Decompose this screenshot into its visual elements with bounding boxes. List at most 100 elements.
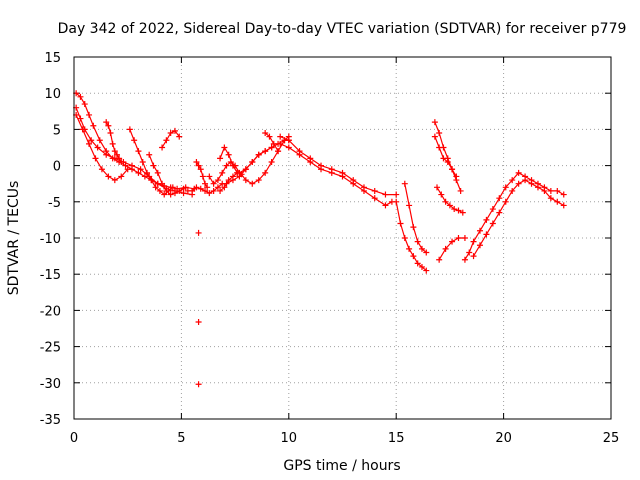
data-point	[502, 184, 509, 191]
data-point	[393, 191, 400, 198]
data-point	[225, 177, 232, 184]
plot-frame	[73, 56, 612, 420]
data-point	[242, 177, 249, 184]
data-point	[202, 180, 209, 187]
data-point	[229, 162, 236, 169]
series-track-9	[193, 158, 211, 191]
series-line	[279, 143, 393, 206]
data-point	[382, 191, 389, 198]
series-track-13	[262, 130, 282, 155]
data-point	[122, 162, 129, 169]
series-track-22	[461, 169, 567, 263]
x-tick-label: 10	[281, 431, 298, 446]
data-point	[255, 177, 262, 184]
data-point	[560, 191, 567, 198]
data-point	[431, 133, 438, 140]
data-point	[270, 140, 277, 147]
data-point	[197, 185, 204, 192]
series-line	[404, 183, 427, 254]
series-outliers	[195, 229, 202, 388]
data-point	[382, 202, 389, 209]
data-point	[438, 191, 445, 198]
data-point	[197, 166, 204, 173]
x-tick-label: 20	[495, 431, 512, 446]
data-point	[436, 130, 443, 137]
y-tick-label: -35	[40, 413, 61, 428]
data-point	[249, 180, 256, 187]
data-point	[214, 177, 221, 184]
data-point	[79, 126, 86, 133]
data-point	[161, 191, 168, 198]
data-point	[229, 173, 236, 180]
y-tick-label: -30	[40, 377, 61, 392]
series-track-7	[159, 127, 183, 151]
data-point	[225, 151, 232, 158]
data-point	[449, 166, 456, 173]
data-point	[461, 235, 468, 241]
data-point	[393, 198, 400, 205]
data-point	[176, 133, 183, 140]
data-point	[221, 144, 228, 151]
data-point	[206, 190, 213, 197]
data-point	[88, 137, 95, 144]
data-point	[111, 148, 118, 155]
data-point	[146, 151, 153, 158]
data-point	[277, 133, 284, 140]
data-point	[350, 180, 357, 187]
y-tick-label: -15	[40, 268, 61, 283]
data-point	[457, 187, 464, 194]
data-point	[423, 267, 430, 274]
data-point	[195, 162, 202, 169]
data-point	[169, 184, 176, 191]
data-point	[451, 206, 458, 213]
data-point	[176, 187, 183, 194]
data-point	[483, 216, 490, 223]
series-track-5	[126, 126, 176, 198]
data-point	[107, 130, 114, 137]
y-tick-label: 5	[53, 123, 61, 138]
series-track-20	[434, 184, 466, 216]
chart-title: Day 342 of 2022, Sidereal Day-to-day VTE…	[58, 21, 627, 37]
x-axis-label: GPS time / hours	[283, 458, 400, 474]
data-point	[285, 144, 292, 151]
data-point	[77, 93, 84, 100]
data-point	[159, 144, 166, 151]
data-point	[414, 260, 421, 267]
data-point	[476, 227, 483, 234]
data-point	[509, 177, 516, 184]
data-point	[515, 169, 522, 176]
series-track-6	[146, 151, 187, 198]
data-point	[397, 220, 404, 227]
data-point	[124, 166, 131, 173]
x-tick-label: 15	[388, 431, 405, 446]
data-point	[436, 256, 443, 263]
data-point	[496, 195, 503, 202]
data-point	[277, 140, 284, 147]
data-point	[275, 148, 282, 155]
data-point	[461, 256, 468, 263]
data-point	[371, 187, 378, 194]
data-point	[180, 185, 187, 192]
data-point	[262, 148, 269, 155]
tick-labels: 0 5 10 15 20 25 -35 -30 -25 -20 -15 -10 -5 0 5 10 15	[40, 51, 620, 446]
data-point	[219, 169, 226, 176]
series-line	[75, 107, 193, 196]
data-point	[541, 187, 548, 194]
y-tick-label: 15	[44, 51, 61, 66]
data-point	[105, 122, 112, 129]
data-point	[262, 169, 269, 176]
y-axis-label: SDTVAR / TECUs	[6, 181, 22, 296]
data-point	[455, 235, 462, 241]
data-point	[453, 173, 460, 180]
data-point	[410, 224, 417, 231]
data-point	[522, 177, 529, 184]
data-point	[217, 187, 224, 194]
data-point	[210, 187, 217, 194]
y-tick-label: -25	[40, 341, 61, 356]
data-point	[113, 151, 120, 158]
data-point	[81, 101, 88, 108]
data-point	[221, 184, 228, 191]
data-point	[238, 171, 245, 178]
data-point	[150, 162, 157, 169]
